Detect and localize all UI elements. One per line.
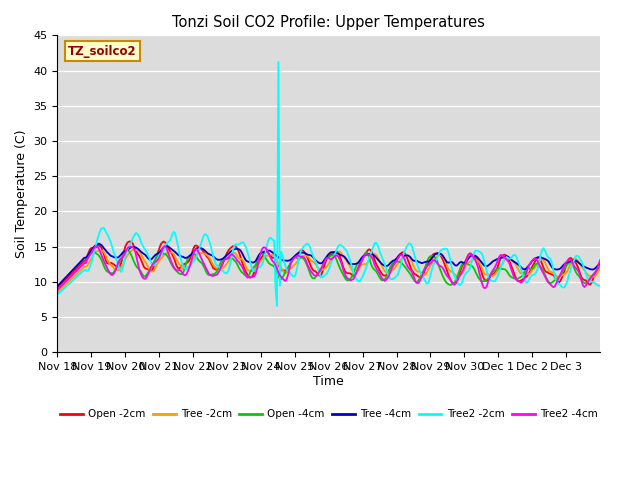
Tree2 -2cm (54, 292, 61, 298)
Line: Open -2cm: Open -2cm (58, 241, 600, 288)
Line: Open -4cm: Open -4cm (58, 251, 600, 289)
X-axis label: Time: Time (314, 375, 344, 388)
Tree -4cm (334, 251, 342, 256)
Tree -2cm (72, 272, 79, 278)
Open -4cm (89, 249, 97, 254)
Open -2cm (442, 264, 449, 270)
Open -4cm (72, 268, 79, 274)
Tree2 -4cm (89, 247, 97, 253)
Tree2 -2cm (273, 303, 281, 309)
Line: Tree2 -4cm: Tree2 -4cm (58, 246, 600, 290)
Open -2cm (593, 268, 601, 274)
Tree -2cm (442, 259, 449, 265)
Tree -2cm (596, 266, 604, 272)
Tree -4cm (54, 283, 61, 289)
Tree2 -4cm (334, 253, 342, 259)
Tree -4cm (522, 265, 530, 271)
Tree -2cm (593, 271, 601, 276)
Tree2 -4cm (72, 269, 79, 275)
Tree -4cm (593, 264, 601, 269)
Open -4cm (593, 266, 601, 272)
Open -4cm (522, 266, 530, 272)
Tree -4cm (72, 264, 79, 270)
Tree2 -4cm (522, 270, 530, 276)
Tree -2cm (334, 250, 342, 255)
Tree -2cm (54, 289, 61, 295)
Tree -2cm (89, 252, 97, 258)
Open -2cm (89, 245, 97, 251)
Open -2cm (72, 266, 79, 272)
Tree2 -4cm (596, 257, 604, 263)
Tree2 -2cm (595, 283, 602, 289)
Line: Tree -4cm: Tree -4cm (58, 244, 600, 286)
Tree -4cm (95, 241, 102, 247)
Open -2cm (596, 266, 604, 272)
Open -4cm (54, 287, 61, 292)
Open -4cm (596, 263, 604, 268)
Tree2 -4cm (54, 287, 61, 293)
Text: TZ_soilco2: TZ_soilco2 (68, 45, 137, 58)
Tree2 -2cm (275, 59, 282, 65)
Tree -2cm (130, 247, 138, 253)
Open -2cm (54, 285, 61, 291)
Tree2 -2cm (72, 275, 79, 281)
Open -2cm (334, 250, 342, 255)
Tree2 -4cm (442, 270, 449, 276)
Title: Tonzi Soil CO2 Profile: Upper Temperatures: Tonzi Soil CO2 Profile: Upper Temperatur… (172, 15, 485, 30)
Legend: Open -2cm, Tree -2cm, Open -4cm, Tree -4cm, Tree2 -2cm, Tree2 -4cm: Open -2cm, Tree -2cm, Open -4cm, Tree -4… (56, 405, 602, 423)
Open -2cm (522, 274, 530, 280)
Tree2 -4cm (161, 243, 169, 249)
Open -4cm (334, 260, 342, 266)
Open -2cm (126, 239, 134, 244)
Tree -2cm (522, 270, 530, 276)
Y-axis label: Soil Temperature (C): Soil Temperature (C) (15, 130, 28, 258)
Open -4cm (124, 248, 132, 253)
Line: Tree -2cm: Tree -2cm (58, 250, 600, 292)
Tree2 -2cm (524, 279, 532, 285)
Tree2 -2cm (89, 254, 97, 260)
Tree2 -2cm (335, 242, 343, 248)
Tree2 -2cm (443, 246, 451, 252)
Tree -4cm (89, 245, 97, 251)
Tree2 -4cm (593, 266, 601, 272)
Open -4cm (442, 279, 449, 285)
Tree2 -2cm (596, 283, 604, 288)
Tree -4cm (442, 257, 449, 263)
Tree -4cm (596, 261, 604, 266)
Line: Tree2 -2cm: Tree2 -2cm (58, 62, 600, 306)
